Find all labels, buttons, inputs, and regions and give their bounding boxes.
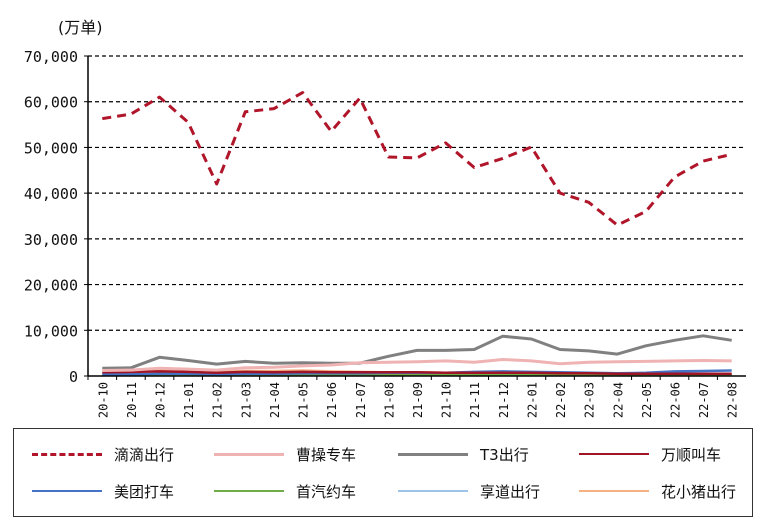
y-tick-label: 20,000 xyxy=(24,277,78,295)
y-tick-label: 0 xyxy=(69,368,78,386)
legend-swatch xyxy=(398,452,468,456)
x-tick-label: 21-11 xyxy=(468,382,482,418)
series-lines xyxy=(102,91,733,377)
x-tick-label: 22-06 xyxy=(668,382,682,418)
x-tick-label: 21-10 xyxy=(440,382,454,418)
x-tick-label: 22-05 xyxy=(640,382,654,418)
x-tick-label: 22-03 xyxy=(583,382,597,418)
x-tick-label: 21-03 xyxy=(239,382,253,418)
series-line-1 xyxy=(102,358,732,372)
legend-label: 曹操专车 xyxy=(296,445,357,464)
legend-item: 享道出行 xyxy=(398,480,540,502)
legend-swatch xyxy=(398,490,468,492)
legend-item: 万顺叫车 xyxy=(579,443,721,465)
unit-label: (万单) xyxy=(58,18,103,37)
legend-label: 首汽约车 xyxy=(296,482,357,501)
legend-label: 享道出行 xyxy=(480,482,541,501)
legend-label: T3出行 xyxy=(480,445,529,464)
legend-item: 首汽约车 xyxy=(214,480,356,502)
legend-item: 滴滴出行 xyxy=(32,443,174,465)
legend-item: 曹操专车 xyxy=(214,443,356,465)
x-tick-label: 20-11 xyxy=(125,382,139,418)
y-tick-label: 60,000 xyxy=(24,94,78,112)
y-tick-label: 50,000 xyxy=(24,139,78,157)
x-tick-label: 21-06 xyxy=(325,382,339,418)
series-line-2 xyxy=(102,334,732,370)
legend-label: 滴滴出行 xyxy=(114,445,175,464)
legend-swatch xyxy=(214,490,284,492)
x-tick-label: 22-01 xyxy=(525,382,539,418)
series-line-0 xyxy=(102,91,733,227)
x-tick-label: 22-02 xyxy=(554,382,568,418)
x-tick-label: 21-02 xyxy=(211,382,225,418)
legend-item: T3出行 xyxy=(398,443,529,465)
x-tick-label: 22-07 xyxy=(697,382,711,418)
legend-swatch xyxy=(579,453,649,455)
x-tick-label: 21-08 xyxy=(382,382,396,418)
legend-swatch xyxy=(214,452,284,456)
legend-swatch xyxy=(579,490,649,492)
x-tick-label: 21-09 xyxy=(411,382,425,418)
legend-label: 花小猪出行 xyxy=(661,482,737,501)
gridlines xyxy=(88,55,746,331)
x-tick-label: 21-07 xyxy=(354,382,368,418)
legend-swatch xyxy=(32,452,102,456)
y-tick-labels: 0 10,000 20,000 30,000 40,000 50,000 60,000 70,… xyxy=(24,48,88,386)
legend-item: 美团打车 xyxy=(32,480,174,502)
x-tick-labels: 20-10 20-11 20-12 21-01 21-02 21-03 21-04 21-05… xyxy=(87,376,740,418)
x-tick-label: 20-12 xyxy=(154,382,168,418)
series-line-3 xyxy=(102,370,732,375)
y-tick-label: 30,000 xyxy=(24,231,78,249)
x-tick-label: 22-08 xyxy=(726,382,740,418)
x-tick-label: 20-10 xyxy=(96,382,110,418)
legend: 滴滴出行 曹操专车 T3出行 万顺叫车美团打车 首汽约车 享道出行 花小猪出行 xyxy=(13,428,753,517)
legend-label: 美团打车 xyxy=(114,482,175,501)
y-tick-label: 70,000 xyxy=(24,48,78,66)
y-tick-label: 40,000 xyxy=(24,185,78,203)
axes xyxy=(87,56,746,377)
legend-swatch xyxy=(32,490,102,492)
legend-label: 万顺叫车 xyxy=(661,445,722,464)
x-tick-label: 21-12 xyxy=(497,382,511,418)
x-tick-label: 21-01 xyxy=(182,382,196,418)
y-tick-label: 10,000 xyxy=(24,322,78,340)
x-tick-label: 22-04 xyxy=(611,382,625,418)
x-tick-label: 21-05 xyxy=(297,382,311,418)
x-tick-label: 21-04 xyxy=(268,382,282,418)
legend-item: 花小猪出行 xyxy=(579,480,736,502)
